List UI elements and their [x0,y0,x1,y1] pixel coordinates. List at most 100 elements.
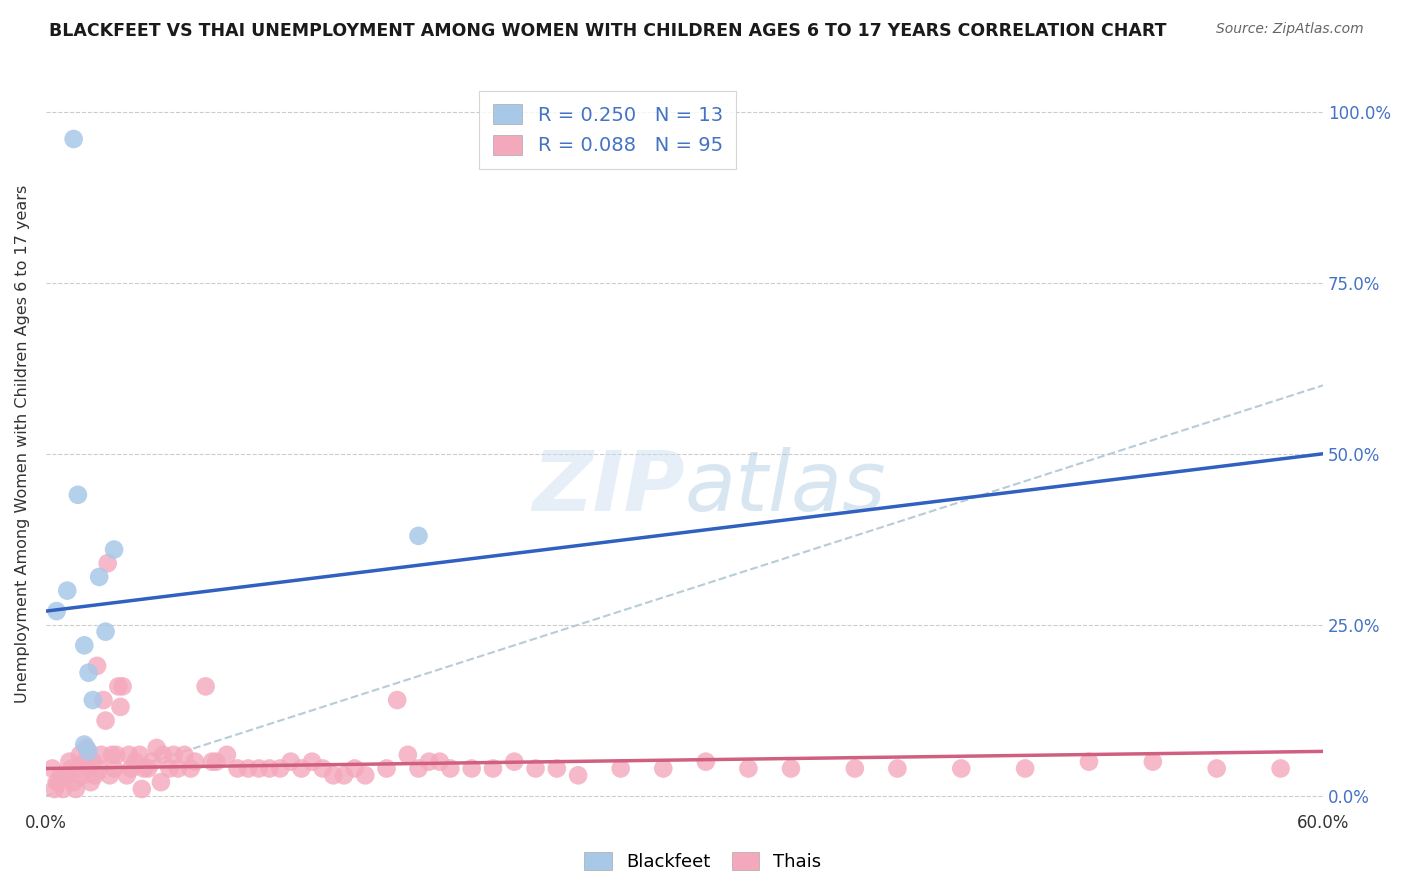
Point [132,762,155,776]
Point [98,768,121,782]
Point [70,768,93,782]
Point [524,762,547,776]
Point [131,782,153,797]
Point [652,762,675,776]
Point [77,665,100,680]
Point [105,747,128,762]
Point [93,693,115,707]
Point [66,488,89,502]
Point [301,755,323,769]
Point [429,755,451,769]
Point [163,747,186,762]
Point [167,762,190,776]
Point [111,679,134,693]
Y-axis label: Unemployment Among Women with Children Ages 6 to 17 years: Unemployment Among Women with Children A… [15,185,30,703]
Point [396,747,419,762]
Point [1014,762,1036,776]
Point [215,747,238,762]
Point [124,755,146,769]
Point [205,755,228,769]
Point [84,768,107,782]
Point [1142,755,1164,769]
Point [280,755,302,769]
Point [52,782,75,797]
Point [343,762,366,776]
Point [418,755,440,769]
Point [201,755,224,769]
Point [141,755,163,769]
Point [45,604,67,618]
Point [73,638,96,652]
Text: atlas: atlas [685,447,886,528]
Point [238,762,260,776]
Point [82,693,104,707]
Point [103,542,125,557]
Point [844,762,866,776]
Point [695,755,717,769]
Point [101,747,124,762]
Point [460,762,482,776]
Point [737,762,759,776]
Point [322,768,344,782]
Point [173,747,195,762]
Point [439,762,461,776]
Point [56,583,79,598]
Point [94,714,117,728]
Point [62,132,84,146]
Point [56,768,79,782]
Point [159,762,181,776]
Point [53,768,76,782]
Point [115,768,138,782]
Point [41,762,63,776]
Point [312,762,335,776]
Point [62,775,84,789]
Point [97,556,120,570]
Point [482,762,505,776]
Point [79,775,101,789]
Point [110,699,132,714]
Point [136,762,159,776]
Point [45,775,67,789]
Point [120,762,142,776]
Point [886,762,908,776]
Point [44,782,66,797]
Point [375,762,398,776]
Text: BLACKFEET VS THAI UNEMPLOYMENT AMONG WOMEN WITH CHILDREN AGES 6 TO 17 YEARS CORR: BLACKFEET VS THAI UNEMPLOYMENT AMONG WOM… [49,22,1167,40]
Point [77,744,100,758]
Point [69,747,91,762]
Point [48,775,70,789]
Point [184,755,207,769]
Point [145,741,167,756]
Point [66,762,89,776]
Point [1270,762,1292,776]
Point [290,762,312,776]
Point [58,755,80,769]
Point [103,762,125,776]
Point [950,762,973,776]
Point [354,768,377,782]
Legend: Blackfeet, Thais: Blackfeet, Thais [578,845,828,879]
Point [128,747,150,762]
Point [65,782,87,797]
Point [408,762,430,776]
Point [152,747,174,762]
Point [259,762,281,776]
Point [226,762,249,776]
Point [60,762,83,776]
Point [546,762,568,776]
Point [333,768,356,782]
Point [149,775,172,789]
Point [194,679,217,693]
Point [89,762,111,776]
Point [94,624,117,639]
Point [609,762,631,776]
Point [247,762,270,776]
Point [385,693,408,707]
Point [780,762,803,776]
Legend: R = 0.250   N = 13, R = 0.088   N = 95: R = 0.250 N = 13, R = 0.088 N = 95 [479,91,737,169]
Point [107,679,129,693]
Point [73,738,96,752]
Point [73,755,96,769]
Point [118,747,141,762]
Point [89,570,111,584]
